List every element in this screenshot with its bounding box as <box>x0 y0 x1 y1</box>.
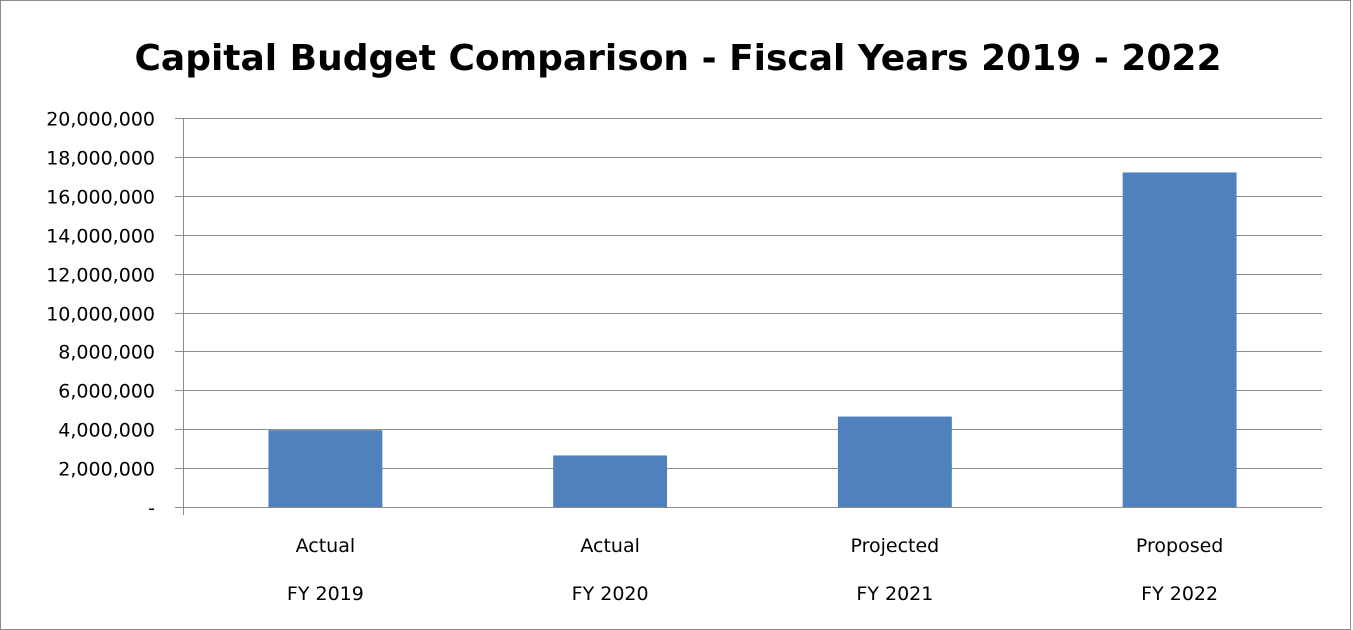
category-label-line2: FY 2020 <box>572 583 649 605</box>
category-label-line1: Actual <box>580 535 640 557</box>
category-label-line1: Projected <box>850 535 939 557</box>
category-label-line1: Proposed <box>1136 535 1223 557</box>
category-label-line1: Actual <box>296 535 356 557</box>
x-axis-category-labels: Actual FY 2019 Actual FY 2020 Projected FY 20… <box>287 535 1223 605</box>
category-label-line2: FY 2019 <box>287 583 364 605</box>
y-tick-label: 4,000,000 <box>58 420 155 442</box>
chart-title: Capital Budget Comparison - Fiscal Years… <box>134 38 1221 79</box>
y-tick-label: 10,000,000 <box>46 304 155 326</box>
y-tick-label: - <box>148 498 155 520</box>
bar <box>837 416 952 507</box>
bar <box>268 430 383 507</box>
category-label-line2: FY 2021 <box>856 583 933 605</box>
category-label-line2: FY 2022 <box>1141 583 1218 605</box>
y-tick-label: 8,000,000 <box>58 342 155 364</box>
bar <box>553 455 668 507</box>
y-tick-label: 20,000,000 <box>46 109 155 131</box>
y-tick-label: 6,000,000 <box>58 381 155 403</box>
bars <box>268 172 1237 507</box>
y-tick-label: 2,000,000 <box>58 459 155 481</box>
y-tick-label: 12,000,000 <box>46 265 155 287</box>
y-axis-tick-labels: - 2,000,000 4,000,000 6,000,000 8,000,000 10,… <box>46 109 155 520</box>
bar <box>1122 172 1237 507</box>
y-tick-label: 14,000,000 <box>46 226 155 248</box>
y-tick-label: 16,000,000 <box>46 187 155 209</box>
y-tick-label: 18,000,000 <box>46 148 155 170</box>
